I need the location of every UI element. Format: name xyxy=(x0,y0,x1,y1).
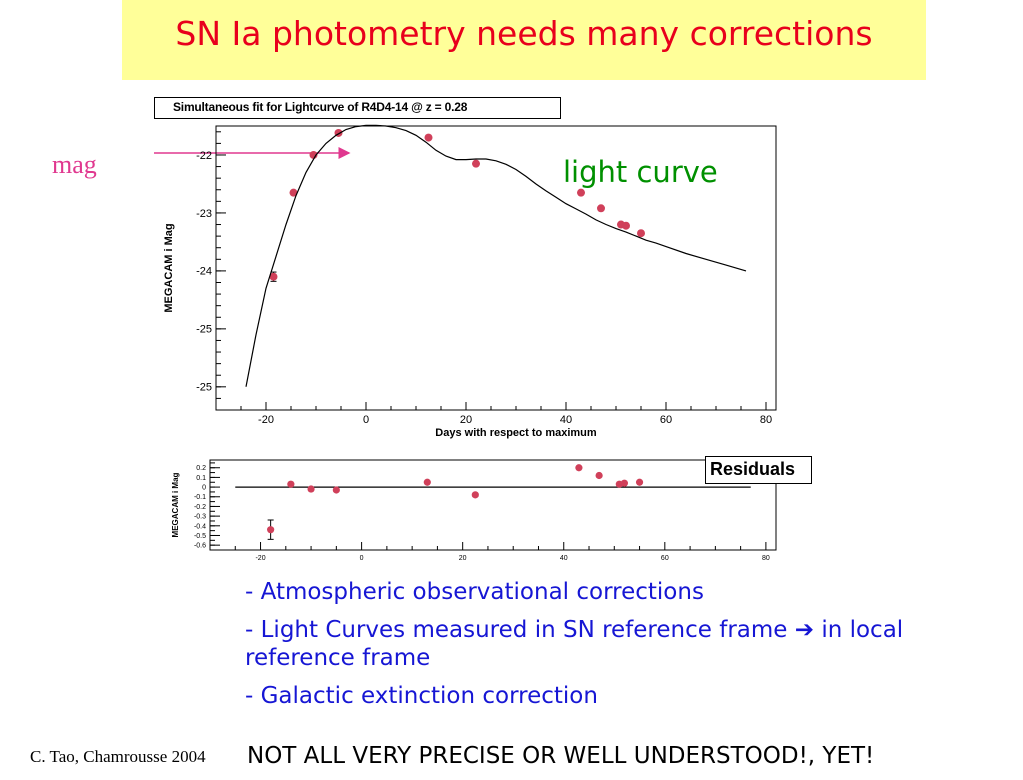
residuals-label-box: Residuals xyxy=(705,456,812,484)
light-curve-label: light curve xyxy=(563,155,718,189)
y-tick-label: -23 xyxy=(196,208,212,220)
x-tick-label: 40 xyxy=(560,555,568,562)
x-axis-label: Days with respect to maximum xyxy=(435,427,597,439)
data-point xyxy=(471,491,479,499)
x-tick-label: -20 xyxy=(258,414,274,426)
main-plot: -20 0 20 40 60 80 -22 -23 -24 -25 -25 Days with res… xyxy=(163,124,777,439)
data-point xyxy=(307,485,315,493)
data-point xyxy=(289,188,298,197)
data-point xyxy=(637,229,645,238)
y-axis-label: MEGACAM i Mag xyxy=(171,472,180,537)
y-tick-label: -0.5 xyxy=(194,533,206,540)
data-point xyxy=(622,221,630,230)
data-point xyxy=(423,478,431,486)
x-tick-label: 0 xyxy=(360,555,364,562)
x-tick-label: 60 xyxy=(661,555,669,562)
bullet-list: - Atmospheric observational corrections … xyxy=(245,578,1005,720)
x-tick-label: 0 xyxy=(363,414,369,426)
slide-title: SN Ia photometry needs many corrections xyxy=(175,14,873,53)
y-tick-label: -0.2 xyxy=(194,504,206,511)
y-tick-label: -0.1 xyxy=(194,494,206,501)
data-point xyxy=(287,480,295,488)
footer-credit: C. Tao, Chamrousse 2004 xyxy=(30,747,206,766)
y-axis-label: MEGACAM i Mag xyxy=(163,223,175,312)
residuals-plot: -20 0 20 40 60 80 0.2 0.1 0 -0.1 -0.2 -0.3 -0.4 -0.5 -… xyxy=(171,459,777,562)
bullet-item: - Galactic extinction correction xyxy=(245,683,598,709)
fit-curve xyxy=(245,124,747,387)
y-tick-label: -22 xyxy=(196,150,212,162)
y-tick-label: 0 xyxy=(202,485,206,492)
mag-label: mag xyxy=(52,150,97,179)
x-tick-label: 80 xyxy=(760,414,772,426)
x-tick-label: 80 xyxy=(762,555,770,562)
data-point xyxy=(595,471,603,480)
data-point xyxy=(577,188,585,197)
plot-frame xyxy=(209,459,777,551)
data-point xyxy=(575,464,583,472)
plot-title: Simultaneous fit for Lightcurve of R4D4-… xyxy=(173,100,468,114)
y-tick-label: 0.2 xyxy=(196,465,206,472)
plot-frame xyxy=(215,125,777,411)
data-point xyxy=(620,479,628,487)
y-tick-label: -0.6 xyxy=(194,543,206,550)
x-tick-label: 20 xyxy=(459,555,467,562)
data-point xyxy=(635,478,644,486)
plot-title-box: Simultaneous fit for Lightcurve of R4D4-… xyxy=(154,97,561,119)
y-tick-label: -0.3 xyxy=(194,514,206,521)
bullet-item: - Light Curves measured in SN reference … xyxy=(245,617,904,671)
y-tick-label: -25 xyxy=(196,382,212,394)
title-banner: SN Ia photometry needs many corrections xyxy=(122,0,926,80)
x-tick-label: 20 xyxy=(460,414,472,426)
footer-note: NOT ALL VERY PRECISE OR WELL UNDERSTOOD!… xyxy=(247,743,875,769)
x-tick-label: 60 xyxy=(660,414,672,426)
y-tick-label: 0.1 xyxy=(196,475,206,482)
x-tick-label: 40 xyxy=(560,414,572,426)
bullet-item: - Atmospheric observational corrections xyxy=(245,579,704,605)
y-tick-label: -0.4 xyxy=(194,523,206,530)
data-point xyxy=(269,272,278,281)
y-tick-label: -24 xyxy=(196,266,212,278)
data-point xyxy=(332,486,340,494)
data-point xyxy=(597,204,605,213)
x-tick-label: -20 xyxy=(255,555,265,562)
y-tick-label: -25 xyxy=(196,324,212,336)
data-point xyxy=(267,526,275,534)
data-point xyxy=(424,133,433,142)
residuals-label: Residuals xyxy=(710,459,796,479)
data-point xyxy=(472,159,480,168)
